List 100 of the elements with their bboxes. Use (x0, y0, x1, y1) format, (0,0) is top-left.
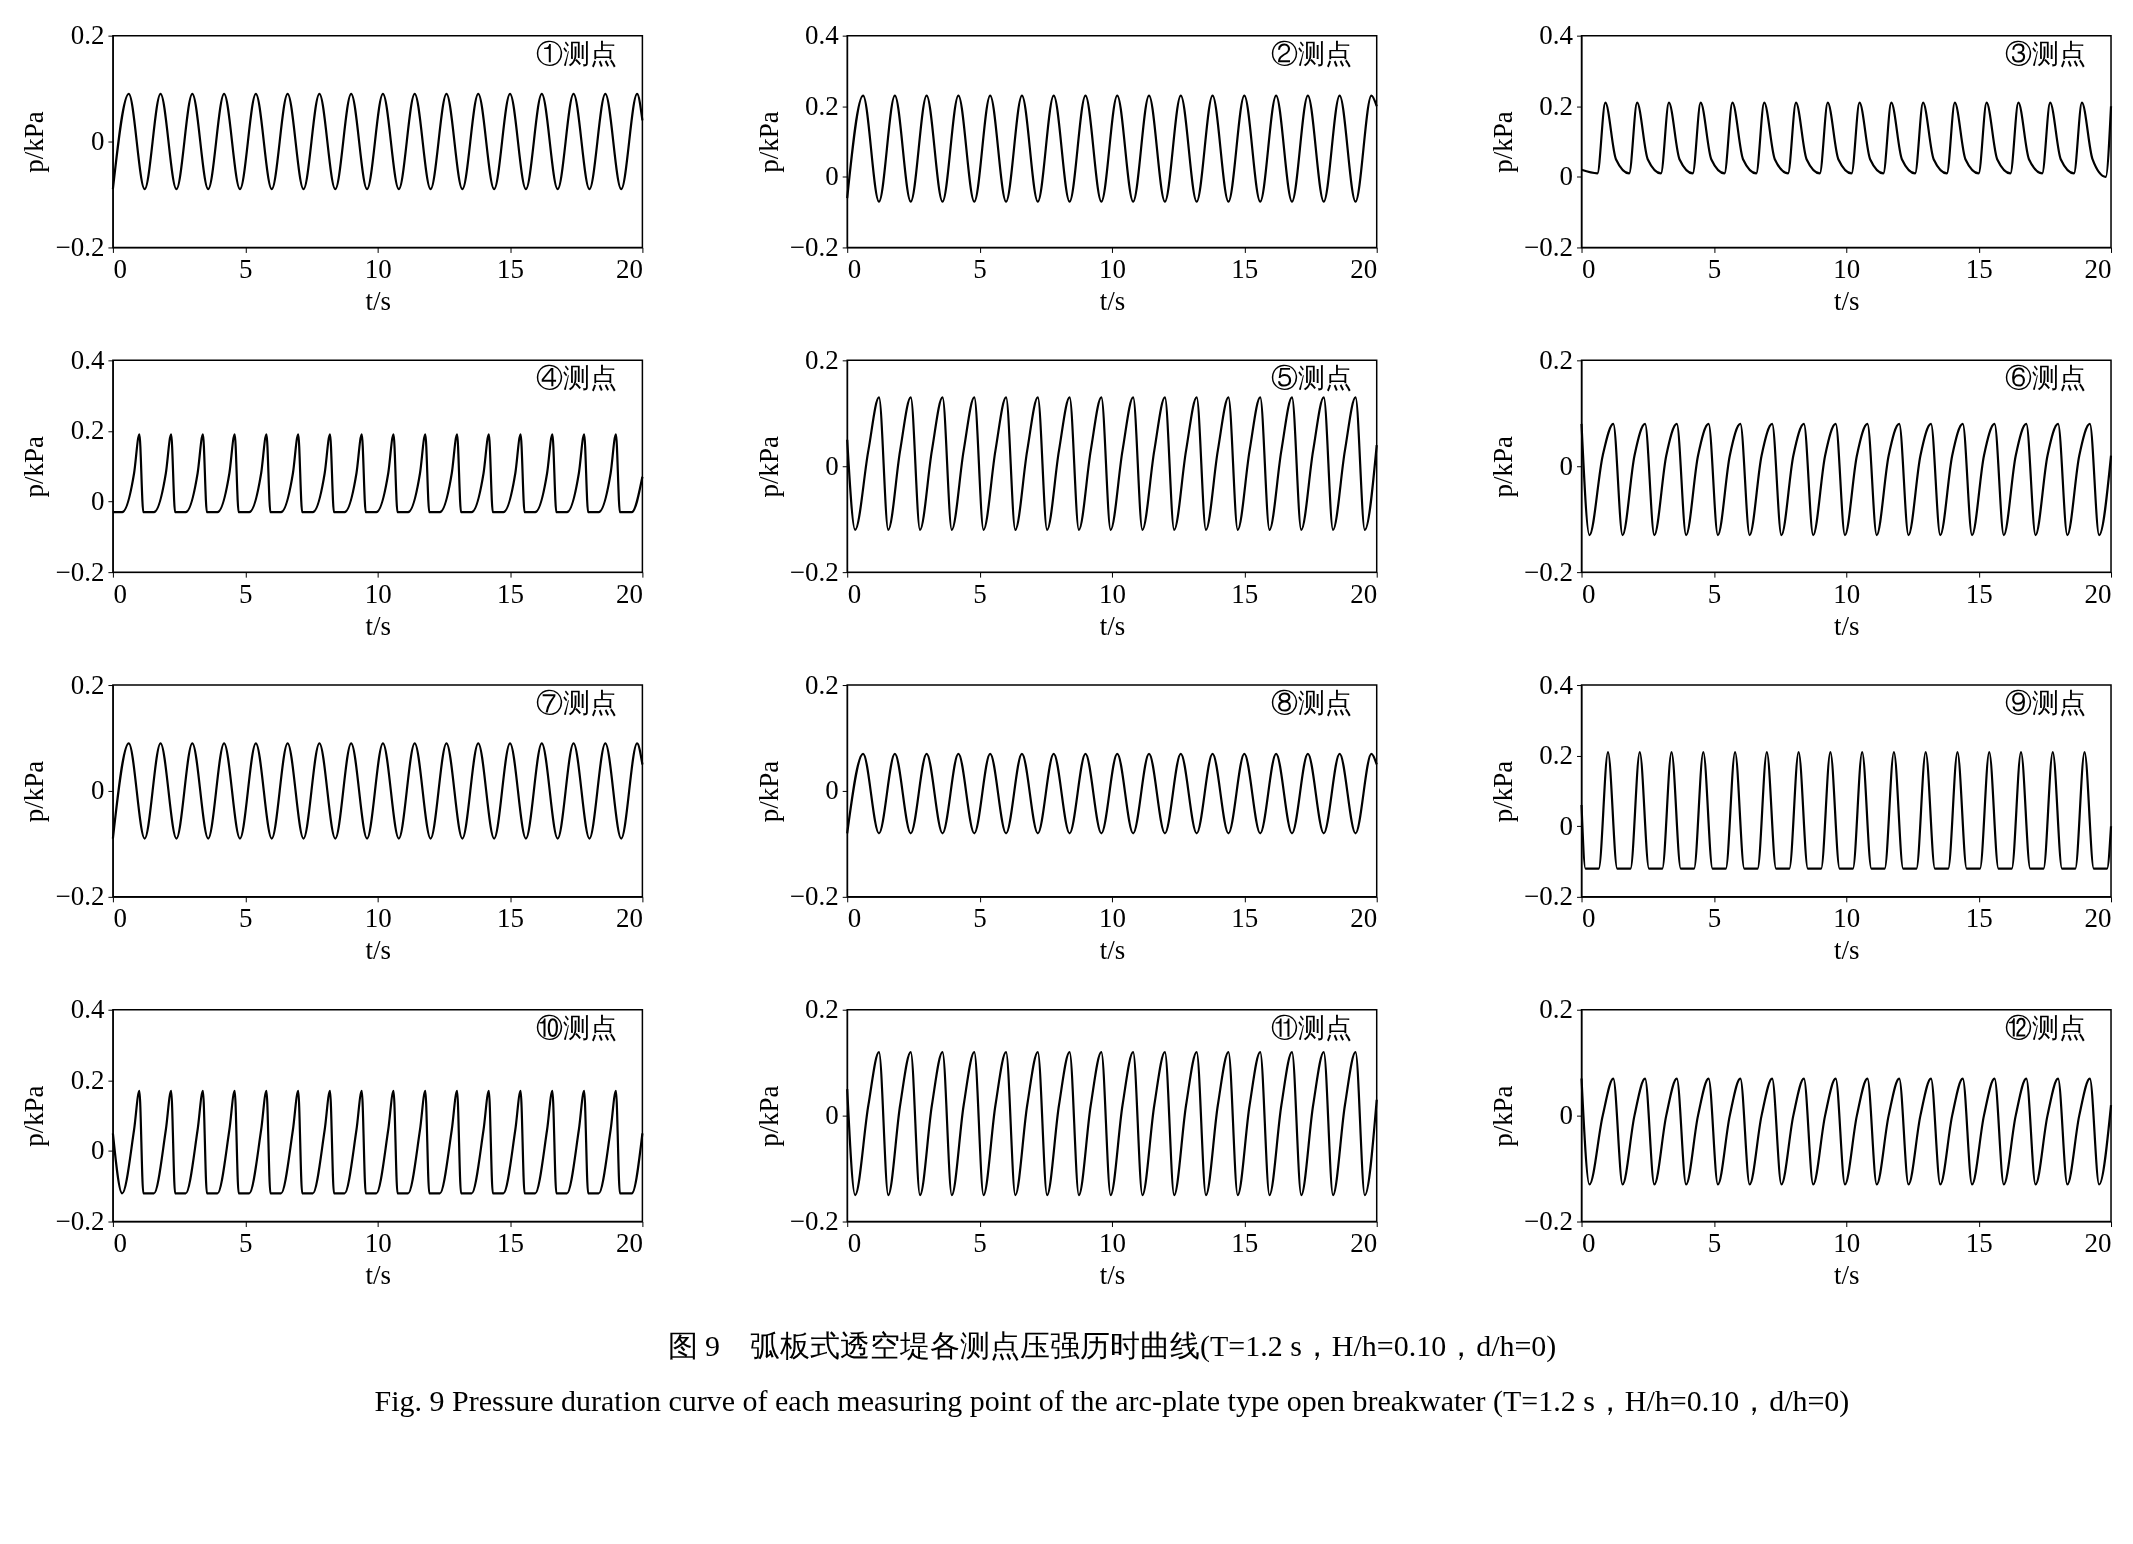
x-tick-label: 15 (1965, 1228, 1993, 1258)
x-tick-label: 20 (1350, 253, 1378, 284)
x-tick-label: 15 (497, 1228, 525, 1258)
y-tick-label: 0 (1559, 161, 1574, 192)
x-tick-label: 5 (239, 903, 253, 934)
x-tick-label: 0 (1582, 903, 1596, 934)
y-tick-label: −0.2 (789, 231, 839, 262)
y-tick-label: 0 (1559, 1100, 1574, 1131)
annotation: ⑨测点 (2005, 688, 2087, 719)
x-tick-label: 5 (973, 253, 987, 284)
caption: Fig. 9 Pressure duration curve of each measuring point of the arc-plate type open breakwater (T=1.2 s，H/h=0.10，d/h=0) (374, 1383, 1850, 1418)
x-tick-label: 10 (1098, 1228, 1126, 1258)
x-tick-label: 0 (113, 1228, 127, 1258)
annotation: ②测点 (1270, 38, 1352, 69)
caption: 图 9 弧板式透空堤各测点压强历时曲线(T=1.2 s，H/h=0.10，d/h=0) (667, 1328, 1557, 1363)
x-axis-title: t/s (1834, 935, 1860, 966)
y-tick-label: 0 (1559, 810, 1574, 841)
x-tick-label: 5 (973, 903, 987, 934)
x-axis-title: t/s (1834, 285, 1860, 316)
y-tick-label: −0.2 (1524, 881, 1574, 912)
annotation: ①测点 (536, 38, 618, 69)
x-tick-label: 15 (497, 903, 525, 934)
y-tick-label: 0 (1559, 450, 1574, 481)
x-axis-title: t/s (365, 610, 391, 641)
y-tick-label: 0 (90, 486, 105, 517)
x-tick-label: 10 (1833, 578, 1861, 609)
y-tick-label: −0.2 (1524, 556, 1574, 587)
x-tick-label: 5 (239, 1228, 253, 1258)
y-axis-title: p/kPa (1488, 436, 1519, 498)
y-tick-label: 0.2 (804, 90, 839, 121)
y-tick-label: −0.2 (789, 556, 839, 587)
x-tick-label: 5 (239, 578, 253, 609)
y-tick-label: 0 (825, 1100, 839, 1131)
y-tick-label: 0.2 (804, 994, 839, 1025)
y-axis-title: p/kPa (753, 760, 784, 823)
x-tick-label: 5 (239, 253, 253, 284)
x-tick-label: 20 (615, 903, 643, 934)
x-tick-label: 10 (1098, 578, 1126, 609)
x-tick-label: 20 (2084, 1228, 2112, 1258)
y-tick-label: 0.2 (1539, 994, 1574, 1025)
y-tick-label: −0.2 (1524, 1206, 1574, 1237)
x-tick-label: 0 (847, 903, 862, 934)
y-tick-label: 0.2 (70, 415, 105, 446)
y-tick-label: 0 (90, 1135, 105, 1166)
y-axis-title: p/kPa (19, 1085, 50, 1147)
annotation: ⑦测点 (536, 688, 618, 719)
x-tick-label: 20 (615, 253, 643, 284)
x-axis-title: t/s (1099, 935, 1126, 966)
y-axis-title: p/kPa (753, 1085, 784, 1147)
annotation: ⑥测点 (2005, 363, 2087, 394)
x-tick-label: 15 (1231, 253, 1259, 284)
y-tick-label: 0 (825, 161, 839, 192)
x-tick-label: 15 (497, 253, 525, 284)
y-tick-label: 0.4 (1539, 669, 1574, 700)
annotation: ③测点 (2005, 38, 2087, 69)
x-tick-label: 0 (113, 903, 127, 934)
y-axis-title: p/kPa (19, 111, 50, 173)
y-tick-label: −0.2 (55, 231, 105, 262)
x-tick-label: 10 (364, 253, 392, 284)
x-tick-label: 15 (497, 578, 525, 609)
x-tick-label: 0 (1582, 578, 1596, 609)
x-tick-label: 20 (2084, 903, 2112, 934)
y-tick-label: 0 (825, 775, 839, 806)
y-axis-title: p/kPa (1488, 1085, 1519, 1147)
x-axis-title: t/s (1099, 1259, 1126, 1290)
x-tick-label: 20 (615, 578, 643, 609)
y-tick-label: −0.2 (789, 1206, 839, 1237)
x-tick-label: 10 (1833, 1228, 1861, 1258)
y-axis-title: p/kPa (753, 111, 784, 173)
x-tick-label: 5 (973, 578, 987, 609)
x-tick-label: 20 (1350, 1228, 1378, 1258)
y-axis-title: p/kPa (1488, 111, 1519, 173)
x-axis-title: t/s (365, 1259, 391, 1290)
x-tick-label: 20 (615, 1228, 643, 1258)
x-tick-label: 20 (1350, 578, 1378, 609)
x-tick-label: 20 (2084, 578, 2112, 609)
y-tick-label: −0.2 (55, 1206, 105, 1237)
x-axis-title: t/s (365, 285, 391, 316)
x-tick-label: 10 (1098, 253, 1126, 284)
x-axis-title: t/s (1099, 285, 1126, 316)
x-tick-label: 15 (1965, 903, 1993, 934)
y-axis-title: p/kPa (1488, 760, 1519, 823)
y-tick-label: 0.2 (804, 669, 839, 700)
annotation: ⑪测点 (1270, 1012, 1352, 1043)
annotation: ④测点 (536, 363, 618, 394)
annotation: ⑤测点 (1270, 363, 1352, 394)
y-tick-label: 0 (90, 775, 105, 806)
y-tick-label: 0.2 (804, 344, 839, 375)
x-axis-title: t/s (1099, 610, 1126, 641)
y-tick-label: −0.2 (55, 556, 105, 587)
x-tick-label: 0 (847, 578, 862, 609)
x-axis-title: t/s (1834, 1259, 1860, 1290)
y-tick-label: 0.2 (1539, 344, 1574, 375)
x-tick-label: 10 (1833, 253, 1861, 284)
x-tick-label: 5 (1707, 253, 1722, 284)
x-tick-label: 15 (1231, 903, 1259, 934)
y-tick-label: 0.2 (1539, 740, 1574, 771)
annotation: ⑧测点 (1270, 688, 1352, 719)
x-tick-label: 0 (1582, 253, 1596, 284)
y-tick-label: −0.2 (1524, 231, 1574, 262)
